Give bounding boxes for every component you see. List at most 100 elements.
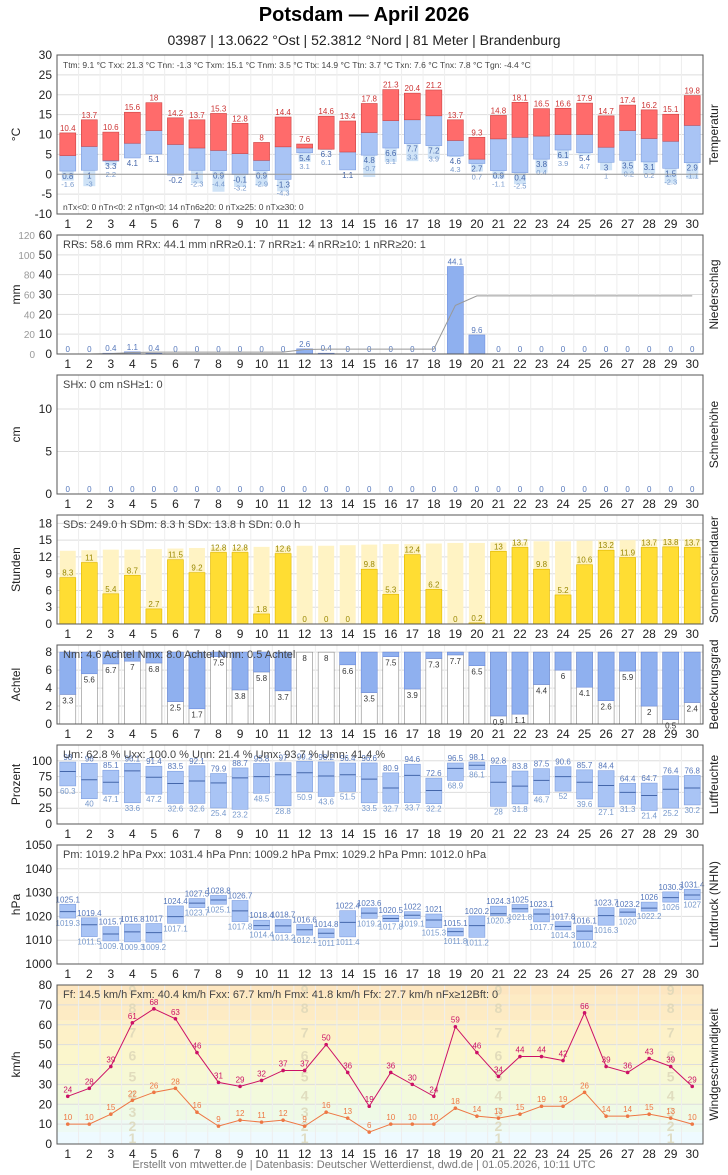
bedeckung-ytick-label: 6 <box>45 663 52 677</box>
temperatur-ytick-label: -10 <box>35 207 53 221</box>
luftfeuchte-xtick-label: 29 <box>664 827 678 841</box>
niederschlag-ytick-label: 10 <box>39 327 53 341</box>
wind-xtick-label: 14 <box>341 1147 355 1161</box>
bedeckung-xtick-label: 12 <box>298 727 312 741</box>
gust-point <box>410 1082 415 1087</box>
bedeckung-frame <box>56 644 704 725</box>
mean-wind-label: 13 <box>666 1107 675 1116</box>
schneehoehe-xtick-label: 26 <box>599 497 613 511</box>
luftfeuchte-xtick-label: 16 <box>384 827 398 841</box>
bedeckung-xtick-label: 6 <box>172 727 179 741</box>
tg-bar <box>449 155 462 158</box>
pressure-range-bar <box>576 925 593 941</box>
niederschlag-ytick-label: 30 <box>39 288 53 302</box>
luftfeuchte-ytick-label: 100 <box>32 754 52 768</box>
wind-xtick-label: 10 <box>255 1147 269 1161</box>
tmin-label: 0.9 <box>256 172 268 181</box>
sun-bar <box>576 564 593 625</box>
luftdruck-xtick-label: 10 <box>255 967 269 981</box>
beaufort-label: 7 <box>667 1025 675 1041</box>
sun-bar <box>662 546 680 625</box>
niederschlag-ytick-label: 40 <box>39 268 53 282</box>
sun-bar <box>253 613 270 625</box>
pressure-max-label: 1024.4 <box>163 897 188 906</box>
sonnenschein-xtick-label: 30 <box>686 627 700 641</box>
sonnenschein-frame <box>56 514 704 625</box>
niederschlag-ytick-label: 0 <box>45 347 52 361</box>
gust-label: 37 <box>300 1059 309 1068</box>
luftfeuchte-xtick-label: 2 <box>86 827 93 841</box>
tmax-bar <box>468 136 486 160</box>
tmin-label: 0.9 <box>493 172 505 181</box>
wind-side-label: Windgeschwindigkeit <box>707 1008 721 1121</box>
mean-wind-point <box>302 1124 307 1128</box>
tmin-label: 2.9 <box>687 164 699 173</box>
mean-wind-label: 15 <box>645 1103 654 1112</box>
mean-wind-label: 9 <box>216 1115 221 1124</box>
cloud-label: 7.3 <box>428 660 440 669</box>
schneehoehe-xtick-label: 2 <box>86 497 93 511</box>
tmin-bar <box>188 147 206 171</box>
tmax-bar <box>360 103 378 133</box>
mean-wind-point <box>518 1112 522 1116</box>
niederschlag-ytick-label: 20 <box>39 307 53 321</box>
wind-xtick-label: 25 <box>578 1147 592 1161</box>
humidity-min-label: 68.9 <box>448 781 464 790</box>
cloud-label: 4.4 <box>536 687 548 696</box>
mean-wind-point <box>582 1090 587 1095</box>
bedeckung-xtick-label: 16 <box>384 727 398 741</box>
tg-label: -2.3 <box>190 179 203 188</box>
pressure-min-label: 1021.8 <box>508 913 533 922</box>
luftdruck-xtick-label: 3 <box>107 967 114 981</box>
humidity-max-label: 76.8 <box>684 766 700 775</box>
humidity-max-label: 97 <box>279 754 288 763</box>
humidity-min-label: 25.4 <box>211 809 227 818</box>
luftfeuchte-xtick-label: 22 <box>513 827 527 841</box>
luftdruck-xtick-label: 25 <box>578 967 592 981</box>
cloud-bar <box>597 651 615 701</box>
mean-wind-point <box>152 1090 156 1095</box>
sun-bar <box>554 594 572 625</box>
schneehoehe-xtick-label: 22 <box>513 497 527 511</box>
gust-label: 43 <box>645 1048 654 1057</box>
luftdruck-ytick-label: 1010 <box>25 933 52 947</box>
niederschlag-side-label: Niederschlag <box>707 259 721 329</box>
humidity-max-label: 79.9 <box>211 765 227 774</box>
humidity-range-bar <box>210 773 227 809</box>
mean-wind-point <box>539 1104 544 1109</box>
tmax-bar <box>231 123 249 154</box>
schneehoehe-xtick-label: 5 <box>151 497 158 511</box>
humidity-range-bar <box>511 770 529 805</box>
humidity-min-label: 86.1 <box>469 771 485 780</box>
tmax-bar <box>317 115 335 150</box>
wind-ytick-label: 0 <box>45 1137 52 1151</box>
rain-label: 0 <box>195 345 200 354</box>
sun-label: 5.2 <box>557 586 569 595</box>
temperatur-xtick-label: 4 <box>129 217 136 231</box>
temperatur-xtick-label: 6 <box>172 217 179 231</box>
sonnenschein-ytick-label: 6 <box>45 583 52 597</box>
schneehoehe-ytick-label: 0 <box>45 487 52 501</box>
wind-ytick-label: 60 <box>39 1018 53 1032</box>
humidity-range-bar <box>317 761 335 797</box>
humidity-range-bar <box>533 768 550 795</box>
luftfeuchte-frame <box>56 744 704 825</box>
pressure-range-bar <box>124 923 141 943</box>
sun-label: 8.7 <box>127 566 139 575</box>
station-info: 03987 | 13.0622 °Ost | 52.3812 °Nord | 8… <box>167 32 561 48</box>
luftdruck-xtick-label: 30 <box>686 967 700 981</box>
bedeckung-xtick-label: 8 <box>215 727 222 741</box>
humidity-min-label: 33.6 <box>125 804 141 813</box>
sonnenschein-xtick-label: 10 <box>255 627 269 641</box>
humidity-range-bar <box>640 782 658 811</box>
pressure-max-label: 1020.5 <box>379 906 404 915</box>
gust-label: 39 <box>106 1055 115 1064</box>
humidity-range-bar <box>339 762 357 792</box>
luftfeuchte-xtick-label: 1 <box>64 827 71 841</box>
luftfeuchte-xtick-label: 23 <box>535 827 549 841</box>
wind-xtick-label: 8 <box>215 1147 222 1161</box>
luftfeuchte-xtick-label: 5 <box>151 827 158 841</box>
schneehoehe-ytick-label: 5 <box>45 445 52 459</box>
luftdruck-xtick-label: 15 <box>363 967 377 981</box>
mean-wind-label: 10 <box>63 1113 72 1122</box>
